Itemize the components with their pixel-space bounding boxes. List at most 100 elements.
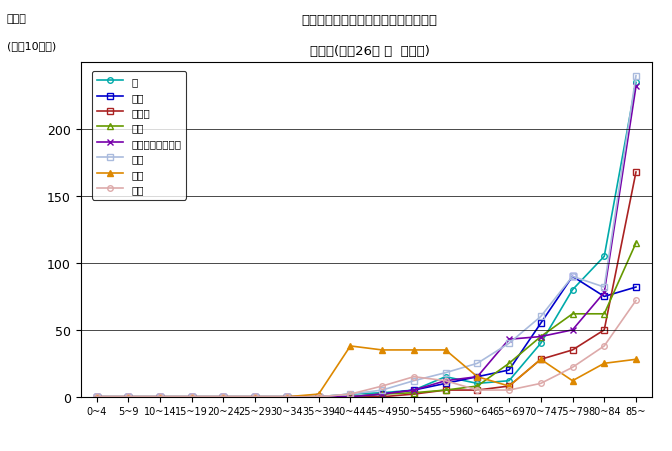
膵臓: [283, 394, 291, 400]
大腸: [219, 394, 227, 400]
膵臓: [219, 394, 227, 400]
胆のう: [569, 347, 577, 353]
子宮: [187, 394, 196, 400]
胆のう: [283, 394, 291, 400]
大腸: [473, 361, 481, 366]
胆のう: [410, 391, 418, 397]
大腸: [537, 314, 545, 319]
子宮: [156, 394, 164, 400]
乳房: [378, 347, 386, 353]
Text: 死亡率(平成26年 女  熊本県): 死亡率(平成26年 女 熊本県): [310, 45, 429, 58]
乳房: [600, 361, 608, 366]
気管・気管支・肺: [314, 394, 323, 400]
子宮: [473, 387, 481, 393]
大腸: [251, 394, 259, 400]
胆のう: [93, 394, 101, 400]
胆のう: [124, 394, 132, 400]
膵臓: [569, 311, 577, 317]
胃: [537, 341, 545, 346]
胃: [442, 374, 450, 380]
胃: [600, 254, 608, 259]
Line: 膵臓: 膵臓: [93, 240, 639, 400]
大腸: [93, 394, 101, 400]
大腸: [442, 370, 450, 376]
子宮: [219, 394, 227, 400]
胃: [156, 394, 164, 400]
気管・気管支・肺: [283, 394, 291, 400]
子宮: [124, 394, 132, 400]
胆のう: [505, 383, 513, 389]
胆のう: [346, 394, 354, 400]
胃: [505, 378, 513, 383]
気管・気管支・肺: [632, 84, 640, 90]
胃: [124, 394, 132, 400]
胆のう: [442, 387, 450, 393]
大腸: [156, 394, 164, 400]
Line: 子宮: 子宮: [93, 298, 639, 400]
乳房: [442, 347, 450, 353]
肝臓: [251, 394, 259, 400]
胆のう: [537, 357, 545, 362]
胆のう: [314, 394, 323, 400]
膵臓: [378, 391, 386, 397]
肝臓: [442, 381, 450, 386]
子宮: [505, 387, 513, 393]
肝臓: [473, 374, 481, 380]
大腸: [569, 274, 577, 280]
膵臓: [93, 394, 101, 400]
気管・気管支・肺: [93, 394, 101, 400]
Text: (人口10万対): (人口10万対): [7, 41, 56, 51]
胆のう: [378, 394, 386, 400]
子宮: [569, 365, 577, 370]
乳房: [283, 394, 291, 400]
乳房: [156, 394, 164, 400]
胆のう: [600, 327, 608, 333]
大腸: [187, 394, 196, 400]
胆のう: [219, 394, 227, 400]
気管・気管支・肺: [187, 394, 196, 400]
気管・気管支・肺: [569, 327, 577, 333]
胃: [473, 381, 481, 386]
子宮: [537, 381, 545, 386]
気管・気管支・肺: [442, 378, 450, 383]
胃: [187, 394, 196, 400]
乳房: [505, 383, 513, 389]
肝臓: [283, 394, 291, 400]
膵臓: [473, 383, 481, 389]
大腸: [410, 378, 418, 383]
胃: [219, 394, 227, 400]
膵臓: [314, 394, 323, 400]
気管・気管支・肺: [378, 391, 386, 397]
乳房: [124, 394, 132, 400]
Text: 部位別にみた悪性新生物の年齢階級別: 部位別にみた悪性新生物の年齢階級別: [302, 14, 437, 27]
肝臓: [537, 321, 545, 326]
Line: 肝臓: 肝臓: [93, 274, 639, 400]
子宮: [283, 394, 291, 400]
Line: 胆のう: 胆のう: [93, 170, 639, 400]
胆のう: [187, 394, 196, 400]
Line: 乳房: 乳房: [93, 343, 640, 400]
胆のう: [473, 387, 481, 393]
胃: [378, 390, 386, 396]
膵臓: [537, 334, 545, 340]
気管・気管支・肺: [156, 394, 164, 400]
Legend: 胃, 肝臓, 胆のう, 膵臓, 気管・気管支・肺, 大腸, 乳房, 子宮: 胃, 肝臓, 胆のう, 膵臓, 気管・気管支・肺, 大腸, 乳房, 子宮: [91, 72, 186, 200]
乳房: [473, 374, 481, 380]
気管・気管支・肺: [505, 337, 513, 342]
乳房: [251, 394, 259, 400]
膵臓: [600, 311, 608, 317]
大腸: [505, 341, 513, 346]
乳房: [569, 378, 577, 383]
大腸: [283, 394, 291, 400]
肝臓: [632, 285, 640, 290]
大腸: [600, 285, 608, 290]
大腸: [314, 394, 323, 400]
肝臓: [124, 394, 132, 400]
肝臓: [156, 394, 164, 400]
胃: [346, 391, 354, 397]
子宮: [600, 344, 608, 349]
胆のう: [156, 394, 164, 400]
胆のう: [251, 394, 259, 400]
子宮: [251, 394, 259, 400]
肝臓: [346, 394, 354, 400]
